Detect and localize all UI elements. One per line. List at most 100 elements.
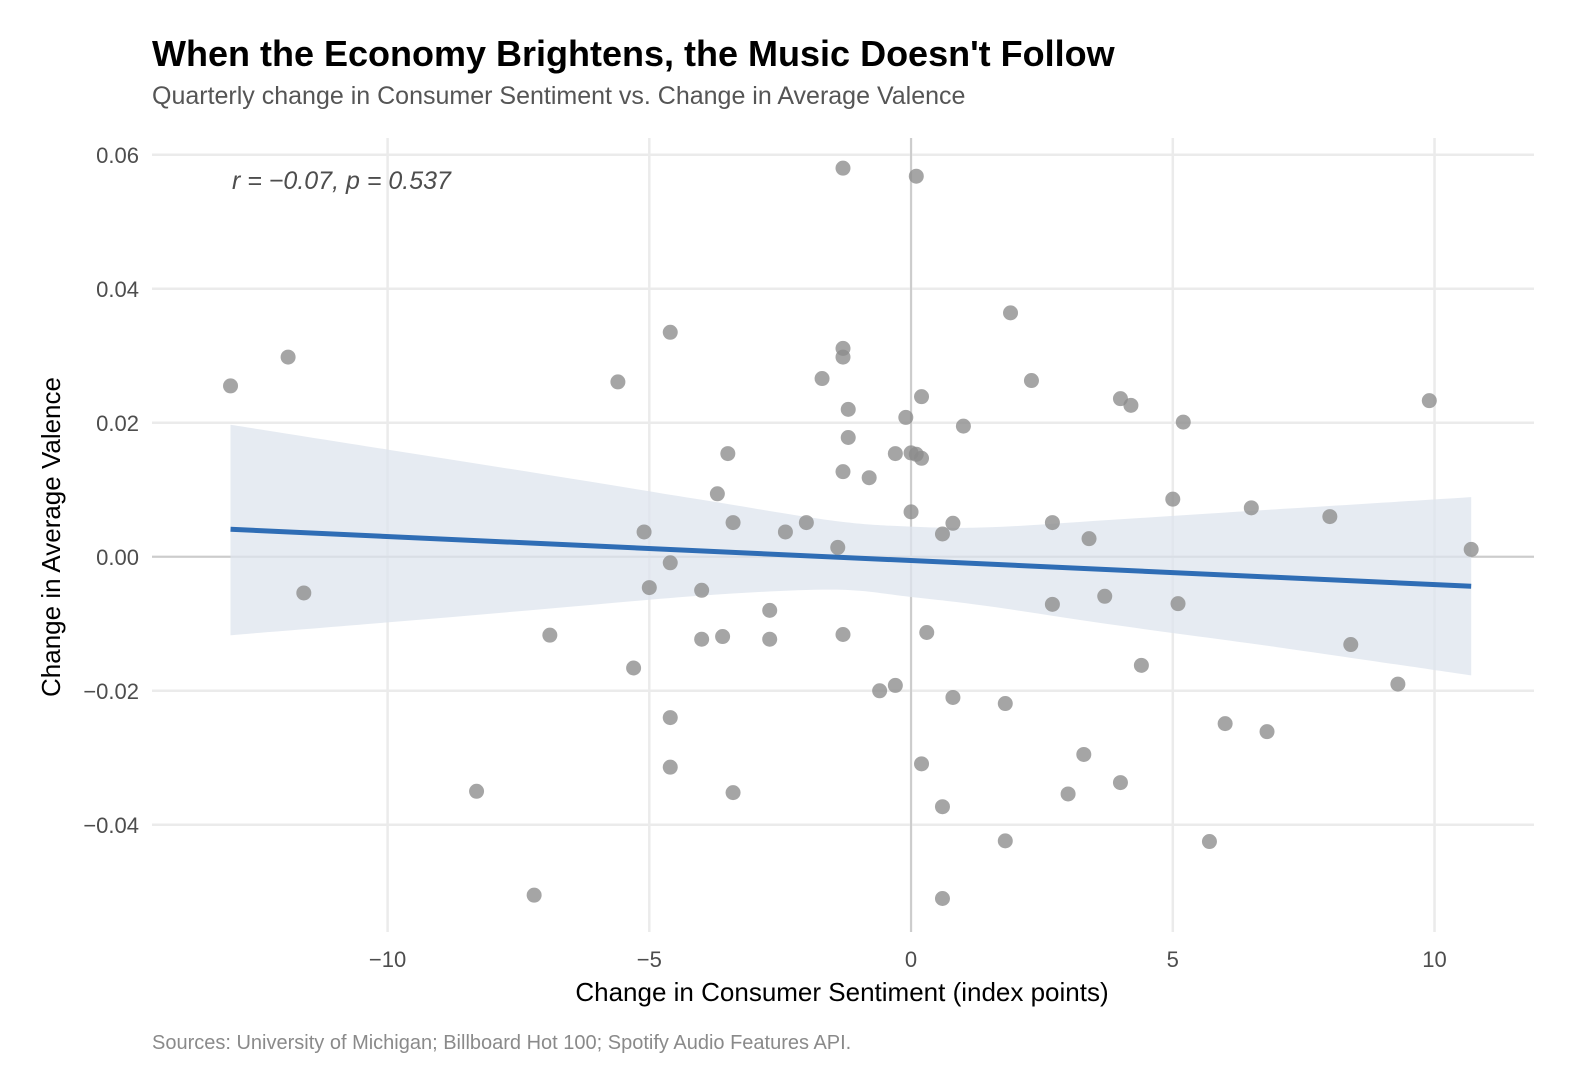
data-point: [887, 446, 903, 462]
data-point: [945, 515, 961, 531]
x-tick-label: −10: [369, 947, 406, 972]
data-point: [861, 470, 877, 486]
data-point: [1463, 541, 1479, 557]
data-point: [1097, 588, 1113, 604]
data-point: [777, 524, 793, 540]
data-point: [914, 450, 930, 466]
data-point: [872, 683, 888, 699]
data-point: [762, 631, 778, 647]
data-point: [898, 409, 914, 425]
data-points: [223, 160, 1479, 906]
data-point: [1076, 746, 1092, 762]
confidence-band: [230, 424, 1472, 676]
data-point: [934, 526, 950, 542]
data-point: [662, 710, 678, 726]
correlation-annotation: r = −0.07, p = 0.537: [232, 167, 452, 195]
data-point: [1259, 724, 1275, 740]
data-point: [1060, 786, 1076, 802]
data-point: [469, 783, 485, 799]
data-point: [296, 585, 312, 601]
x-tick-label: 10: [1422, 947, 1446, 972]
data-point: [835, 349, 851, 365]
y-tick-label: 0.02: [96, 411, 139, 436]
data-point: [1123, 397, 1139, 413]
data-point: [1390, 676, 1406, 692]
data-point: [1044, 515, 1060, 531]
data-point: [1217, 716, 1233, 732]
data-point: [1421, 393, 1437, 409]
data-point: [997, 696, 1013, 712]
trend-line-group: [230, 526, 1472, 589]
x-tick-label: 0: [905, 947, 917, 972]
data-point: [1343, 637, 1359, 653]
y-axis-ticks: 0.06 0.04 0.02 0.00 −0.02 −0.04: [83, 143, 139, 838]
y-tick-label: −0.04: [83, 813, 139, 838]
y-tick-label: 0.04: [96, 277, 139, 302]
data-point: [908, 168, 924, 184]
data-point: [1243, 500, 1259, 516]
data-point: [997, 833, 1013, 849]
data-point: [1003, 305, 1019, 321]
data-point: [1133, 657, 1149, 673]
x-tick-label: 5: [1167, 947, 1179, 972]
data-point: [1322, 509, 1338, 525]
data-point: [955, 418, 971, 434]
chart-title: When the Economy Brightens, the Music Do…: [152, 33, 1116, 74]
data-point: [1081, 531, 1097, 547]
y-tick-label: 0.00: [96, 545, 139, 570]
data-point: [1112, 775, 1128, 791]
data-point: [835, 160, 851, 176]
data-point: [914, 756, 930, 772]
data-point: [542, 627, 558, 643]
x-axis-ticks: −10 −5 0 5 10: [369, 947, 1447, 972]
data-point: [1201, 834, 1217, 850]
y-axis-label: Change in Average Valence: [36, 377, 66, 697]
data-point: [887, 677, 903, 693]
data-point: [919, 624, 935, 640]
data-point: [715, 629, 731, 645]
confidence-band-group: [230, 424, 1472, 676]
data-point: [840, 430, 856, 446]
data-point: [934, 890, 950, 906]
data-point: [814, 371, 830, 387]
data-point: [835, 464, 851, 480]
chart-subtitle: Quarterly change in Consumer Sentiment v…: [152, 82, 965, 110]
data-point: [934, 799, 950, 815]
data-point: [526, 887, 542, 903]
data-point: [662, 324, 678, 340]
data-point: [610, 374, 626, 390]
data-point: [830, 539, 846, 555]
trend-line: [230, 526, 1472, 589]
data-point: [626, 660, 642, 676]
data-point: [1044, 596, 1060, 612]
data-point: [636, 524, 652, 540]
data-point: [694, 631, 710, 647]
data-point: [725, 515, 741, 531]
y-tick-label: 0.06: [96, 143, 139, 168]
data-point: [945, 689, 961, 705]
data-point: [694, 582, 710, 598]
data-point: [798, 515, 814, 531]
data-point: [1023, 373, 1039, 389]
data-point: [1170, 596, 1186, 612]
data-point: [662, 555, 678, 571]
data-point: [914, 389, 930, 405]
data-point: [1165, 491, 1181, 507]
data-point: [840, 401, 856, 417]
data-point: [720, 446, 736, 462]
data-point: [662, 759, 678, 775]
data-point: [835, 627, 851, 643]
data-point: [709, 486, 725, 502]
data-point: [903, 504, 919, 520]
y-tick-label: −0.02: [83, 679, 139, 704]
x-tick-label: −5: [637, 947, 662, 972]
data-point: [1175, 414, 1191, 430]
x-axis-label: Change in Consumer Sentiment (index poin…: [575, 977, 1108, 1007]
data-point: [641, 580, 657, 596]
source-caption: Sources: University of Michigan; Billboa…: [152, 1032, 851, 1054]
data-point: [725, 785, 741, 801]
data-point: [762, 602, 778, 618]
data-point: [280, 349, 296, 365]
data-point: [223, 378, 239, 394]
